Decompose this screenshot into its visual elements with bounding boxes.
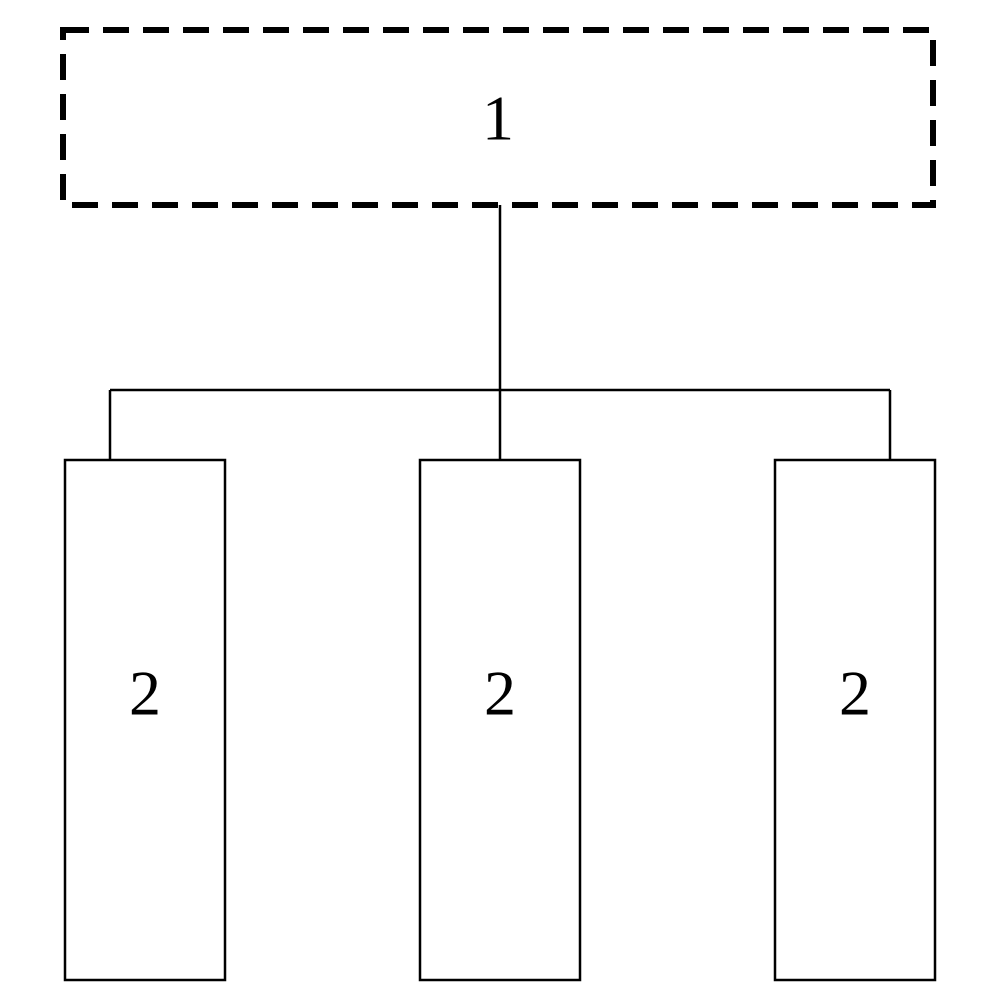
root-node-label: 1 xyxy=(482,83,514,154)
hierarchy-diagram: 1 2 2 2 xyxy=(0,0,991,1000)
child-node-label-2: 2 xyxy=(839,658,871,729)
child-node-label-0: 2 xyxy=(129,658,161,729)
child-node-label-1: 2 xyxy=(484,658,516,729)
